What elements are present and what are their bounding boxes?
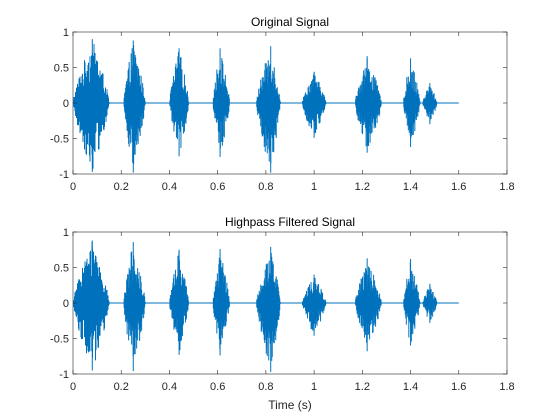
x-tick-label: 1 xyxy=(311,181,317,193)
y-tick-label: 0.5 xyxy=(54,63,69,75)
chart-title: Highpass Filtered Signal xyxy=(225,215,355,229)
signal-burst-1 xyxy=(73,240,110,371)
x-tick-label: 0 xyxy=(70,381,76,393)
signal-burst-3 xyxy=(169,249,189,355)
y-tick-label: 0 xyxy=(63,98,69,110)
x-tick-label: 1.4 xyxy=(403,381,418,393)
x-tick-label: 0.2 xyxy=(114,381,129,393)
x-tick-label: 0.4 xyxy=(162,381,177,393)
y-axis: -1 -0.5 0 0.5 1 xyxy=(50,27,507,181)
signal-burst-1 xyxy=(73,39,110,172)
x-tick-label: 1.4 xyxy=(403,181,418,193)
signal-burst-8 xyxy=(403,58,421,148)
x-tick-label: 1 xyxy=(311,381,317,393)
original-signal-axes: Original Signal 0 0.2 0.4 0.6 0.8 1 1.2 1.4 1.6 1… xyxy=(50,15,515,193)
x-tick-label: 0.6 xyxy=(210,181,225,193)
y-axis: -1 -0.5 0 0.5 1 xyxy=(50,227,507,381)
y-tick-label: -0.5 xyxy=(50,134,69,146)
x-tick-label: 1.2 xyxy=(355,381,370,393)
x-tick-label: 1.8 xyxy=(499,381,514,393)
signal-burst-2 xyxy=(123,40,146,173)
x-tick-label: 0.8 xyxy=(258,381,273,393)
signal-burst-3 xyxy=(169,48,189,157)
highpass-filtered-signal-axes: Highpass Filtered Signal 0 0.2 0.4 0.6 0.8 1 1… xyxy=(50,215,515,412)
x-axis: 0 0.2 0.4 0.6 0.8 1 1.2 1.4 1.6 1.8 xyxy=(70,232,515,393)
x-tick-label: 0.8 xyxy=(258,181,273,193)
signal-burst-8 xyxy=(403,258,421,346)
y-tick-label: -1 xyxy=(59,369,69,381)
x-tick-label: 0 xyxy=(70,181,76,193)
signal-burst-2 xyxy=(123,241,146,372)
signal-burst-7 xyxy=(355,56,383,153)
signal-burst-6 xyxy=(302,71,327,138)
x-tick-label: 1.6 xyxy=(451,181,466,193)
y-tick-label: 0.5 xyxy=(54,263,69,275)
x-tick-label: 0.4 xyxy=(162,181,177,193)
x-tick-label: 0.6 xyxy=(210,381,225,393)
plot-area xyxy=(73,240,459,372)
signal-burst-5 xyxy=(256,46,281,173)
x-axis-label: Time (s) xyxy=(268,398,312,412)
y-tick-label: -1 xyxy=(59,169,69,181)
x-tick-label: 1.6 xyxy=(451,381,466,393)
signal-burst-9 xyxy=(422,283,438,323)
signal-burst-4 xyxy=(212,249,230,356)
y-tick-label: 1 xyxy=(63,27,69,39)
chart-title: Original Signal xyxy=(251,15,329,29)
y-tick-label: 0 xyxy=(63,298,69,310)
signal-burst-6 xyxy=(302,274,327,336)
x-tick-label: 0.2 xyxy=(114,181,129,193)
x-axis: 0 0.2 0.4 0.6 0.8 1 1.2 1.4 1.6 1.8 xyxy=(70,32,515,193)
x-tick-label: 1.2 xyxy=(355,181,370,193)
signal-burst-5 xyxy=(256,246,281,372)
signal-burst-7 xyxy=(355,258,383,352)
plot-area xyxy=(73,39,459,173)
signal-burst-9 xyxy=(422,83,438,125)
signal-burst-4 xyxy=(212,48,230,157)
y-tick-label: 1 xyxy=(63,227,69,239)
y-tick-label: -0.5 xyxy=(50,334,69,346)
x-tick-label: 1.8 xyxy=(499,181,514,193)
